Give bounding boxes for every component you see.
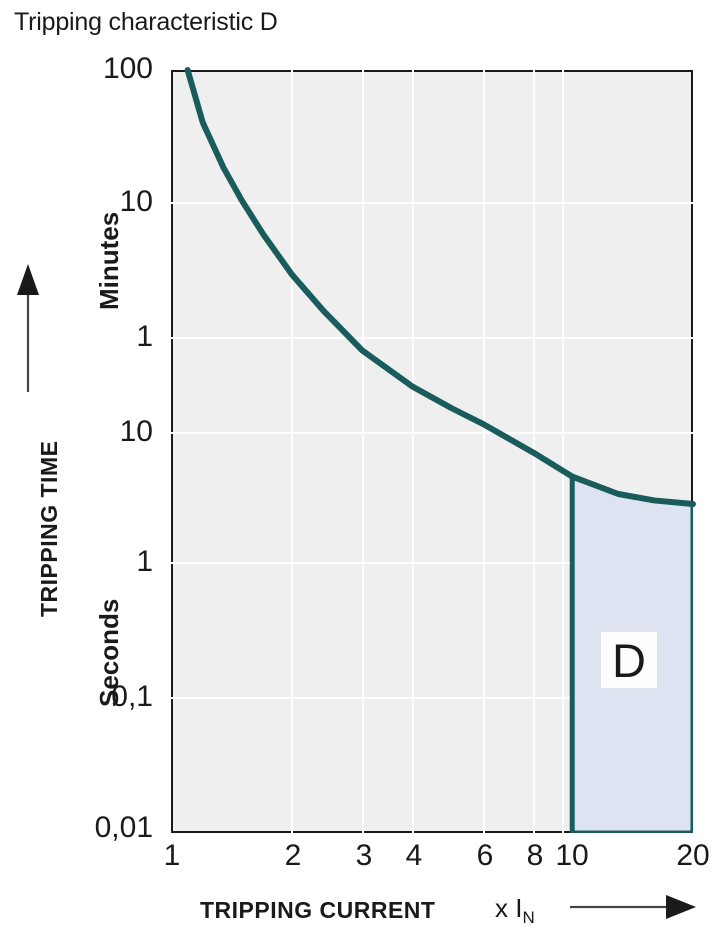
y-axis-arrow-icon	[17, 264, 39, 392]
y-unit-minutes: Minutes	[94, 211, 124, 310]
x-unit-prefix: x I	[495, 893, 523, 923]
x-tick-label: 8	[526, 839, 544, 872]
y-tick-label: 1	[136, 545, 153, 578]
x-tick-label: 2	[284, 839, 302, 872]
gridlines	[171, 70, 693, 833]
x-tick-label: 10	[555, 839, 589, 872]
x-tick-label: 4	[405, 839, 423, 872]
x-tick-label: 3	[355, 839, 373, 872]
y-tick-label: 0,1	[111, 680, 153, 713]
characteristic-curve-final	[171, 70, 693, 833]
y-tick-label: 100	[102, 52, 153, 85]
x-axis-unit: x IN	[495, 893, 535, 928]
x-axis-title: TRIPPING CURRENT	[200, 897, 436, 923]
y-tick-label: 1	[136, 320, 153, 353]
x-unit-subscript: N	[522, 908, 535, 928]
x-axis-arrow-icon	[570, 895, 696, 919]
y-tick-label: 10	[119, 415, 153, 448]
band-label-d: D	[601, 632, 657, 688]
y-tick-label: 10	[119, 185, 153, 218]
x-tick-label: 6	[476, 839, 494, 872]
x-tick-label: 1	[163, 839, 181, 872]
y-tick-label: 0,01	[94, 811, 153, 844]
page-title: Tripping characteristic D	[14, 8, 278, 36]
tripping-characteristic-path	[188, 70, 693, 504]
y-unit-seconds: Seconds	[94, 598, 124, 707]
x-tick-label: 20	[676, 839, 710, 872]
y-axis-title: TRIPPING TIME	[36, 440, 62, 617]
